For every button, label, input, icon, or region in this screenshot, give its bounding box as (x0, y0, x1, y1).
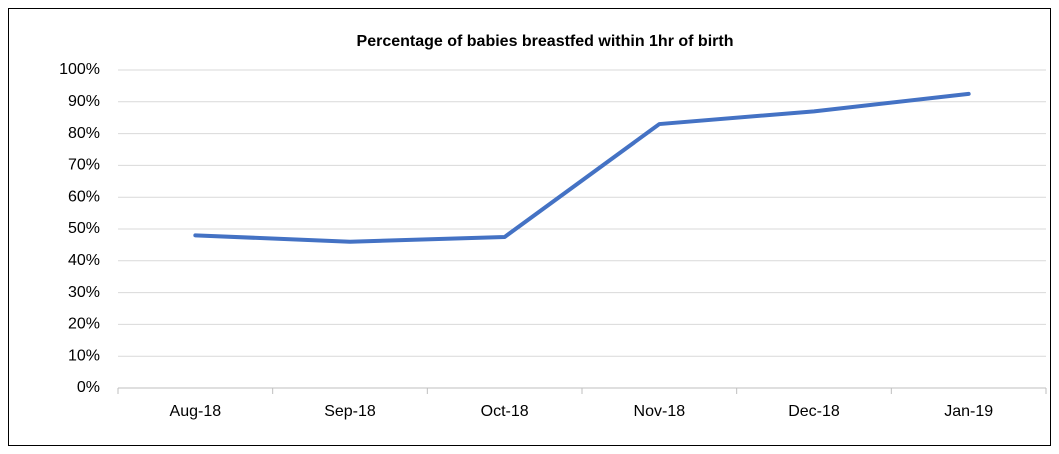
y-tick-label: 0% (77, 379, 100, 396)
chart-title: Percentage of babies breastfed within 1h… (357, 33, 734, 50)
y-tick-label: 90% (68, 93, 100, 110)
x-tick-label: Jan-19 (944, 403, 993, 420)
y-tick-label: 70% (68, 157, 100, 174)
line-series (193, 91, 971, 244)
x-tick-label: Oct-18 (481, 403, 529, 420)
x-tick-label: Dec-18 (788, 403, 840, 420)
y-tick-label: 60% (68, 188, 100, 205)
x-tick-label: Nov-18 (634, 403, 686, 420)
chart-border (8, 8, 1051, 446)
y-tick-label: 30% (68, 284, 100, 301)
x-tick-label: Sep-18 (324, 403, 376, 420)
y-tick-label: 10% (68, 347, 100, 364)
y-tick-label: 20% (68, 316, 100, 333)
y-tick-label: 80% (68, 125, 100, 142)
y-tick-label: 40% (68, 252, 100, 269)
y-tick-label: 50% (68, 220, 100, 237)
x-tick-label: Aug-18 (170, 403, 222, 420)
y-tick-label: 100% (59, 61, 100, 78)
